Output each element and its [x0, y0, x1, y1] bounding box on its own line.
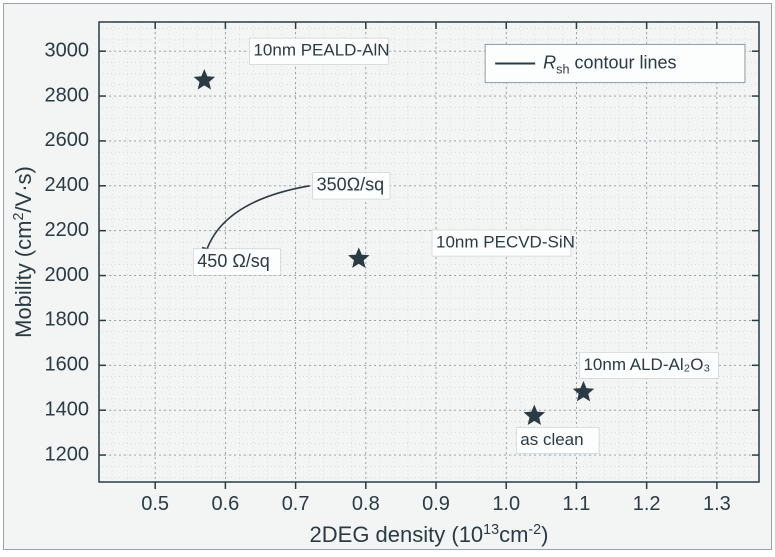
- y-tick-label: 1800: [45, 309, 90, 331]
- point-label-peald-aln: 10nm PEALD-AlN: [253, 41, 389, 60]
- x-tick-label: 0.6: [211, 493, 239, 515]
- y-tick-label: 2600: [45, 129, 90, 151]
- x-tick-label: 1.1: [563, 493, 591, 515]
- y-tick-label: 2200: [45, 219, 90, 241]
- label-450ohm: 450 Ω/sq: [197, 251, 270, 271]
- point-label-as-clean: as clean: [520, 430, 583, 449]
- y-tick-label: 2000: [45, 264, 90, 286]
- y-tick-label: 2800: [45, 84, 90, 106]
- y-tick-label: 3000: [45, 39, 90, 61]
- x-tick-label: 1.2: [633, 493, 661, 515]
- y-tick-label: 1200: [45, 443, 90, 465]
- x-tick-label: 0.9: [422, 493, 450, 515]
- x-tick-label: 0.5: [141, 493, 169, 515]
- x-axis-label: 2DEG density (1013cm-2): [310, 522, 549, 547]
- x-tick-label: 0.8: [352, 493, 380, 515]
- label-350ohm: 350Ω/sq: [317, 175, 385, 195]
- point-label-pecvd-sin: 10nm PECVD-SiN: [436, 233, 575, 252]
- y-tick-label: 1400: [45, 398, 90, 420]
- point-label-ald-al2o3: 10nm ALD-Al₂O₃: [583, 355, 710, 374]
- x-tick-label: 1.3: [703, 493, 731, 515]
- y-axis-label: Mobility (cm2/V·s): [11, 166, 36, 338]
- x-tick-label: 0.7: [282, 493, 310, 515]
- x-tick-label: 1.0: [492, 493, 520, 515]
- y-tick-label: 2400: [45, 174, 90, 196]
- mobility-vs-density-chart: 350Ω/sq 450 Ω/sq 10nm PEALD-AlN 10nm PECVD-…: [4, 4, 771, 549]
- y-tick-label: 1600: [45, 354, 90, 376]
